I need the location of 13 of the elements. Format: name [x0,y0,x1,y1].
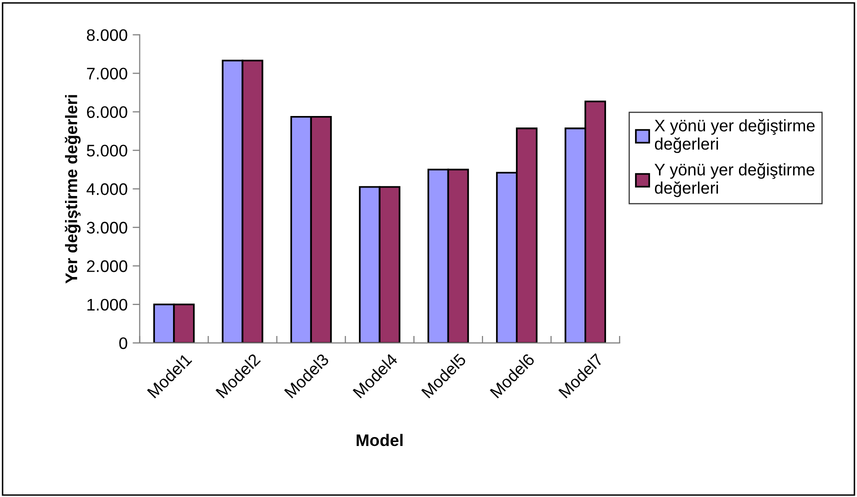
x-axis-title: Model [356,434,403,446]
y-tick-label: 1.000 [87,298,128,311]
y-tick-label: 2.000 [87,260,128,272]
legend-label: X yönü yer değiştirme değerleri [654,119,815,154]
legend-label: Y yönü yer değiştirme değerleri [654,163,814,198]
y-tick-label: 7.000 [87,68,128,80]
y-tick-label: 4.000 [86,183,128,196]
y-tick-label: 6.000 [87,106,128,118]
y-tick-label: 0 [119,337,128,350]
y-tick-label: 5.000 [86,144,128,157]
y-tick-label: 8.000 [86,29,128,41]
y-axis-title: Yer değiştirme değerleri [64,95,81,284]
y-tick-label: 3.000 [86,222,128,234]
